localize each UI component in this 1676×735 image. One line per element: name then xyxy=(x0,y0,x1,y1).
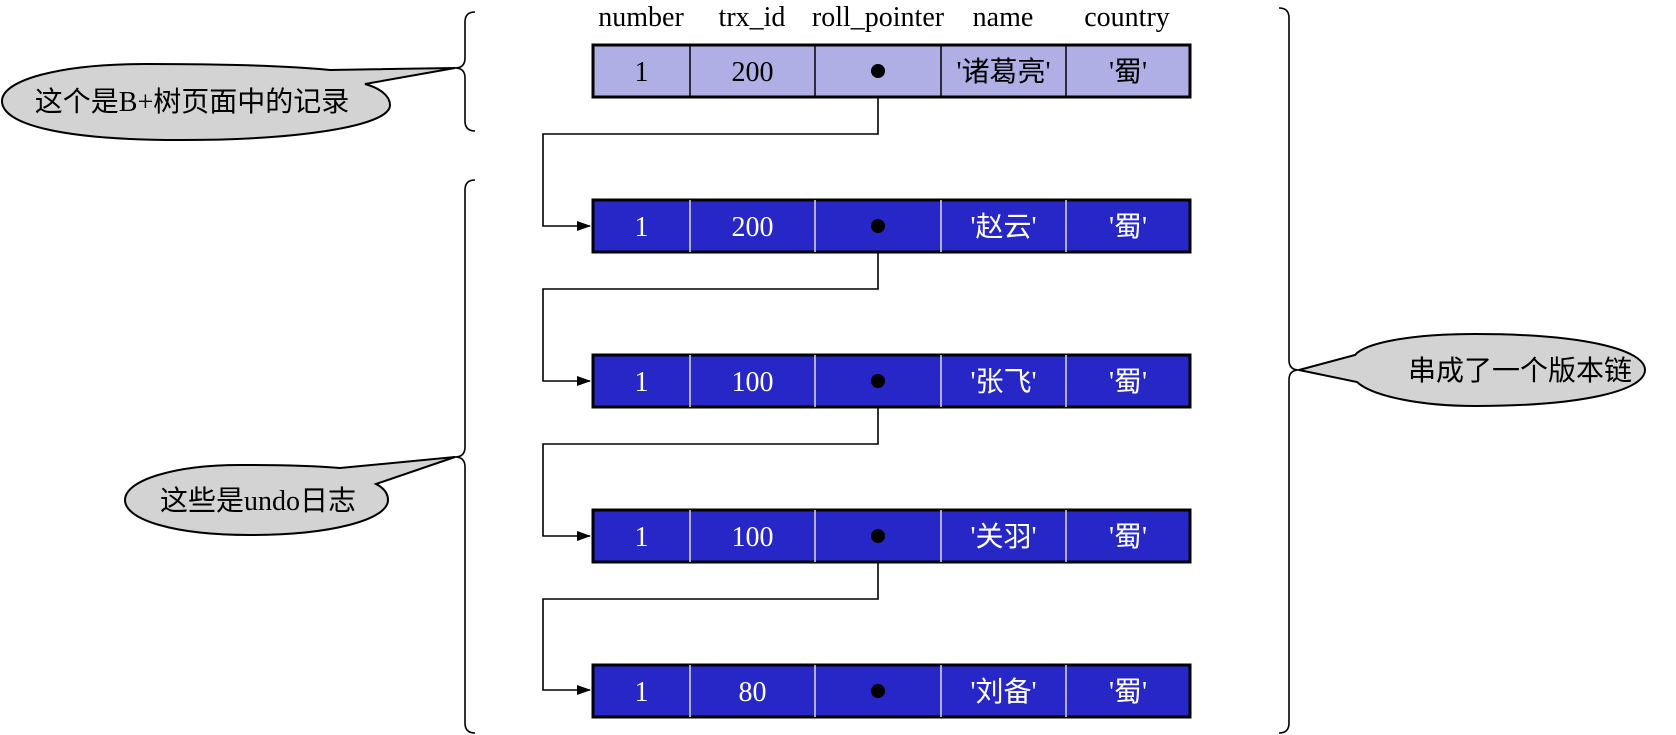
cell-name: '张飞' xyxy=(970,367,1036,398)
roll-pointer-dot xyxy=(871,529,885,543)
header-name: name xyxy=(973,2,1034,33)
record-box xyxy=(591,43,1192,99)
cell-country: '蜀' xyxy=(1109,367,1147,398)
connector-0-to-1 xyxy=(542,71,879,231)
record-rows: 1 200 '诸葛亮' '蜀' 1 200 '赵云' '蜀' 1 100 '张飞' '蜀' 1 100 '关… xyxy=(591,43,1192,719)
undo-log-record: 1 100 '关羽' '蜀' xyxy=(591,508,1192,564)
cell-number: 1 xyxy=(635,57,649,88)
connector-1-to-2 xyxy=(542,226,879,386)
connector-2-to-3 xyxy=(542,381,879,541)
cell-number: 1 xyxy=(635,212,649,243)
cell-name: '诸葛亮' xyxy=(956,56,1050,88)
callout-btree-text: 这个是B+树页面中的记录 xyxy=(35,86,349,118)
callout-undo: 这些是undo日志 xyxy=(123,456,456,537)
column-headers: number trx_id roll_pointer name country xyxy=(598,2,1170,33)
callout-chain-text: 串成了一个版本链 xyxy=(1408,355,1632,387)
header-roll-pointer: roll_pointer xyxy=(812,2,945,33)
brace-undo xyxy=(454,179,476,734)
connector-3-to-4 xyxy=(542,536,879,695)
btree-record: 1 200 '诸葛亮' '蜀' xyxy=(591,43,1192,99)
roll-pointer-dot xyxy=(871,64,885,78)
cell-name: '赵云' xyxy=(970,211,1036,243)
header-trx-id: trx_id xyxy=(719,2,786,33)
cell-trx-id: 200 xyxy=(732,57,774,88)
record-box xyxy=(591,353,1192,409)
roll-pointer-dot xyxy=(871,219,885,233)
undo-log-record: 1 200 '赵云' '蜀' xyxy=(591,198,1192,254)
cell-name: '关羽' xyxy=(970,521,1036,553)
callout-undo-text: 这些是undo日志 xyxy=(160,485,356,517)
record-box xyxy=(591,198,1192,254)
cell-country: '蜀' xyxy=(1109,522,1147,553)
record-box xyxy=(591,663,1192,719)
cell-country: '蜀' xyxy=(1109,677,1147,708)
header-country: country xyxy=(1084,2,1170,33)
roll-pointer-dot xyxy=(871,374,885,388)
undo-log-record: 1 100 '张飞' '蜀' xyxy=(591,353,1192,409)
brace-btree xyxy=(454,11,476,132)
roll-pointer-connectors xyxy=(542,71,879,695)
header-number: number xyxy=(598,2,684,33)
cell-country: '蜀' xyxy=(1109,212,1147,243)
callout-btree-bubble xyxy=(0,62,456,142)
cell-trx-id: 100 xyxy=(732,367,774,398)
cell-number: 1 xyxy=(635,522,649,553)
callout-btree: 这个是B+树页面中的记录 xyxy=(0,62,456,142)
cell-number: 1 xyxy=(635,677,649,708)
cell-number: 1 xyxy=(635,367,649,398)
undo-log-record: 1 80 '刘备' '蜀' xyxy=(591,663,1192,719)
cell-trx-id: 80 xyxy=(739,677,767,708)
callout-chain: 串成了一个版本链 xyxy=(1298,332,1647,408)
cell-trx-id: 200 xyxy=(732,212,774,243)
cell-trx-id: 100 xyxy=(732,522,774,553)
callout-chain-bubble xyxy=(1298,332,1647,408)
record-box xyxy=(591,508,1192,564)
cell-country: '蜀' xyxy=(1109,57,1147,88)
roll-pointer-dot xyxy=(871,684,885,698)
brace-chain xyxy=(1278,7,1300,734)
cell-name: '刘备' xyxy=(970,676,1036,708)
callout-undo-bubble xyxy=(123,456,456,537)
